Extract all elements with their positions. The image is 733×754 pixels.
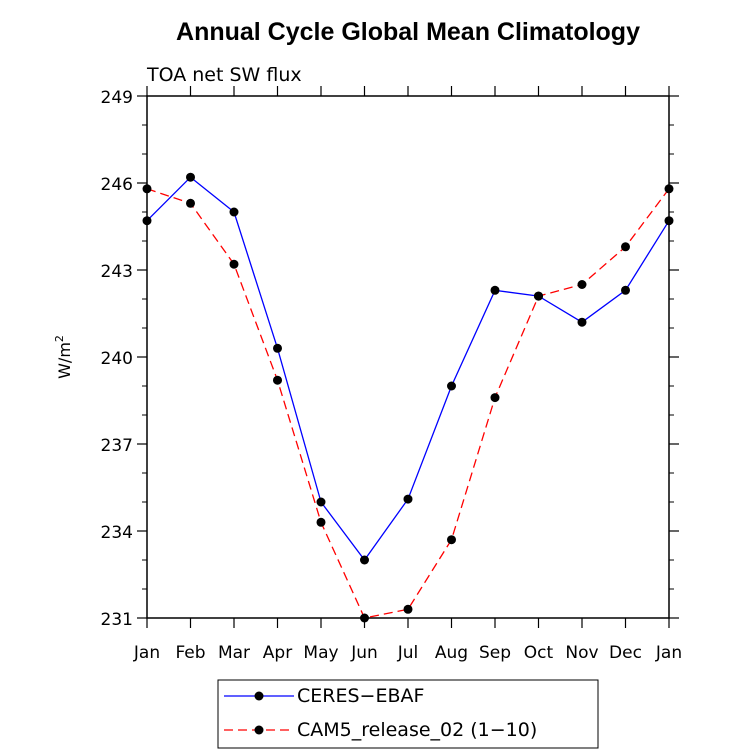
legend-box [217,679,599,749]
x-tick-label: Jan [133,643,160,663]
legend-marker-ceres [254,691,264,701]
series-0-point [316,497,326,507]
series-0-point [490,285,500,295]
x-tick-label: Jun [350,643,378,663]
minor-ticks [142,124,674,590]
x-tick-label: Feb [175,643,205,663]
series-0-point [447,381,456,391]
y-tick-label: 246 [101,175,133,195]
plot-frame [146,95,670,619]
series-1-point [534,291,543,301]
y-tick-label: 231 [101,610,133,630]
x-tick-label: May [303,643,338,663]
series-1-point [447,535,456,545]
legend-label-cam5: CAM5_release_02 (1−10) [297,719,537,741]
y-tick-label: 234 [101,523,133,543]
series-0-point [273,343,282,353]
x-tick-label: Nov [565,643,598,663]
x-tick-label: Jul [397,643,419,663]
x-tick-label: Aug [435,643,468,663]
series-1-point [360,613,369,623]
series-0-point [229,207,239,217]
legend-label-ceres: CERES−EBAF [297,685,424,707]
series-1-point [229,259,239,269]
y-tick-label: 249 [101,88,133,108]
series-0-point [360,555,369,565]
x-tick-label: Sep [479,643,511,663]
chart-subtitle: TOA net SW flux [146,64,302,86]
x-tick-label: Mar [218,643,250,663]
x-tick-label: Apr [263,643,292,663]
series-1-point [621,242,630,252]
series-1-point [273,375,282,385]
x-tick-label: Dec [609,643,642,663]
series-0-point [142,216,152,226]
y-tick-label: 237 [101,436,133,456]
series-1-point [664,184,674,194]
series-0-point [664,216,674,226]
y-axis-label-text: W/m [55,342,74,379]
svg-text:W/m2: W/m2 [53,335,74,379]
chart-title: Annual Cycle Global Mean Climatology [176,18,640,46]
series-1-point [490,393,500,403]
series-0-point [621,285,630,295]
series-1-point [142,184,152,194]
series-0-point [186,172,195,182]
y-axis: 231 234 237 240 243 246 249 [101,88,679,630]
x-axis: Jan Feb Mar Apr May Jun Jul Aug Sep Oct Nov Dec Jan [133,86,682,663]
series-layer [142,172,674,623]
series-1-point [186,198,195,208]
y-tick-label: 240 [101,349,133,369]
legend-marker-cam5 [254,725,264,735]
y-axis-label: W/m2 [53,335,74,379]
series-0-point [403,494,413,504]
x-tick-label: Oct [524,643,554,663]
series-0-point [577,317,587,327]
series-1-point [577,280,587,289]
series-1-point [316,517,326,527]
legend: CERES−EBAF CAM5_release_02 (1−10) [217,679,599,749]
series-1-point [403,604,413,614]
y-tick-label: 243 [101,262,133,282]
y-axis-label-superscript: 2 [53,335,66,342]
series-line-1 [146,188,670,619]
x-tick-label: Jan [655,643,682,663]
